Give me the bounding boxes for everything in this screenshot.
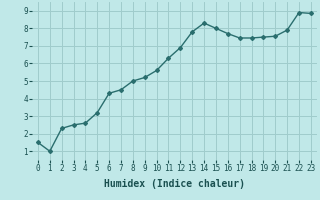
X-axis label: Humidex (Indice chaleur): Humidex (Indice chaleur) bbox=[104, 179, 245, 189]
